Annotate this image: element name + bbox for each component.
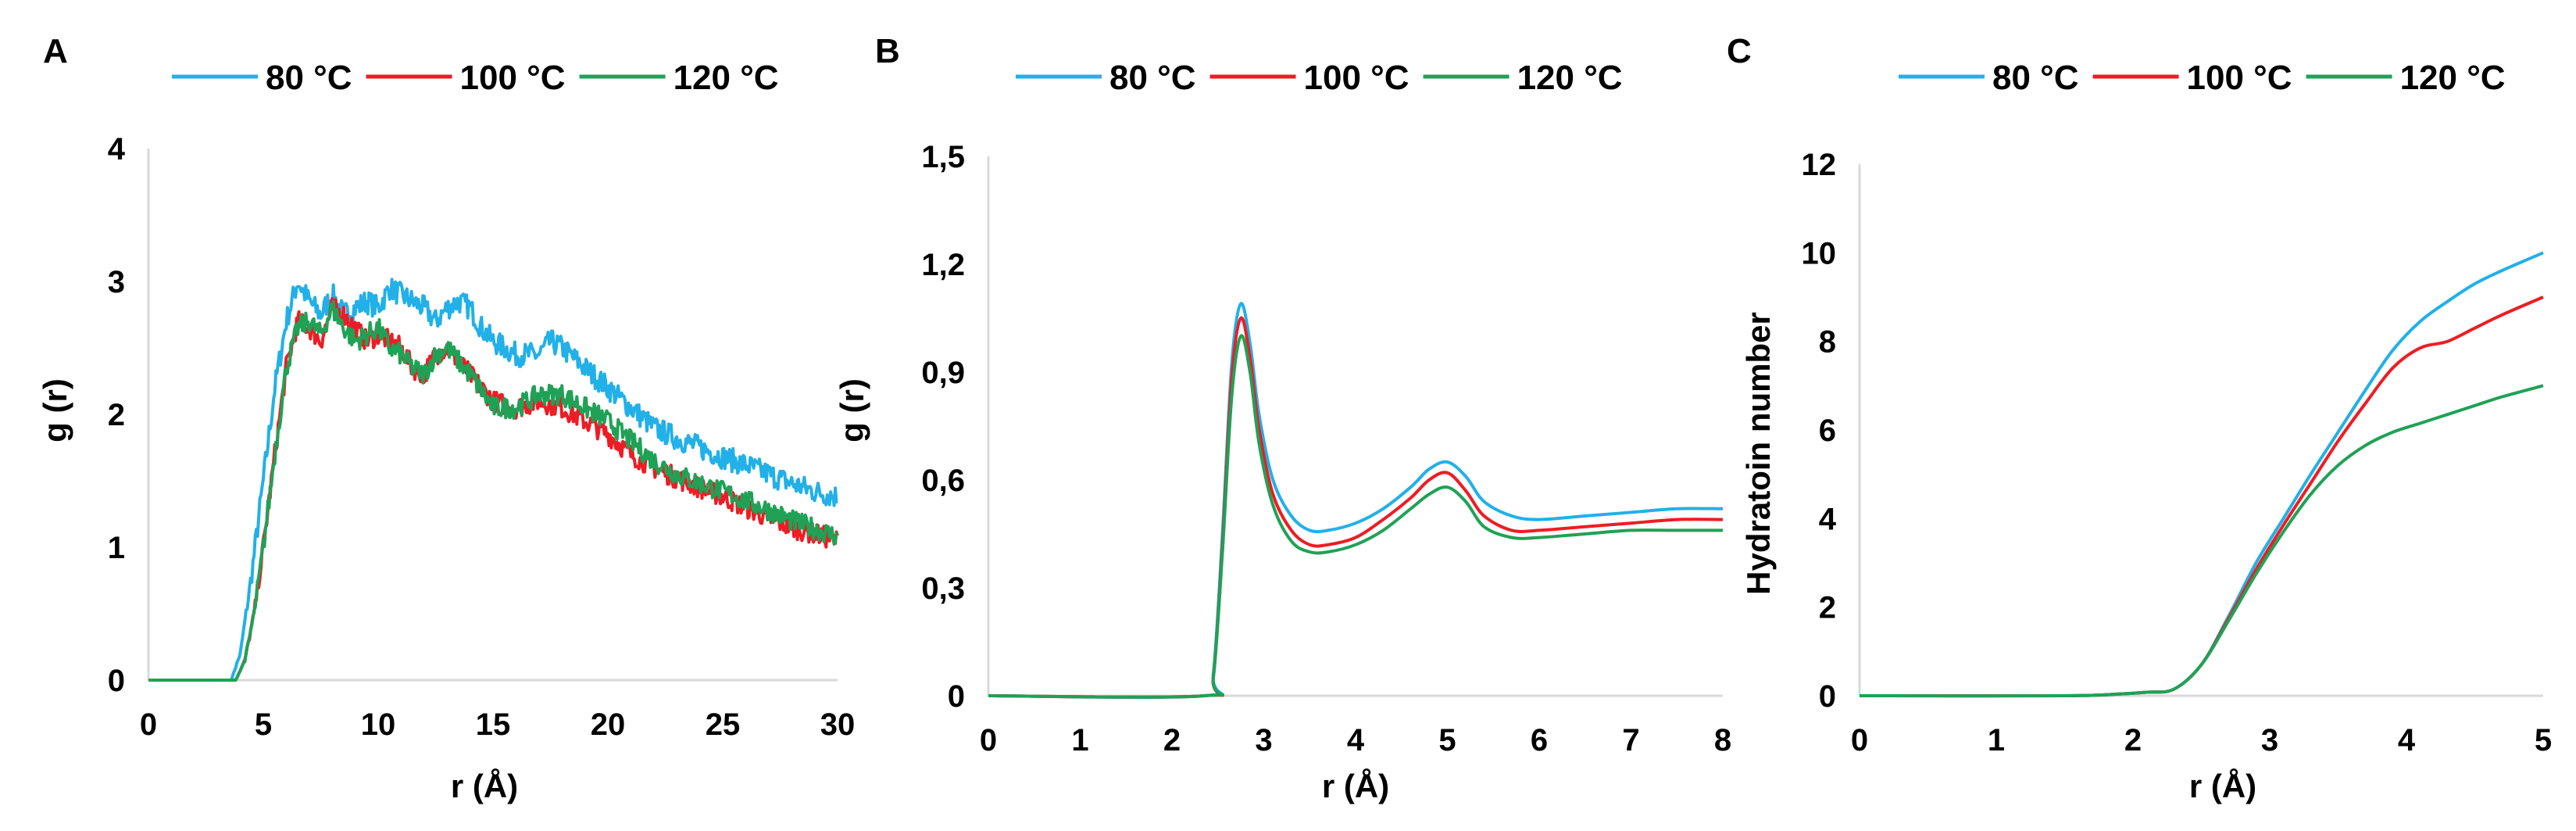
panel-c-y-axis-title: Hydratoin number xyxy=(1740,312,1777,595)
x-tick-label: 0 xyxy=(140,707,157,742)
y-tick-label: 3 xyxy=(108,265,125,299)
legend-label-100c: 100 °C xyxy=(460,59,566,97)
y-tick-label: 0 xyxy=(108,664,125,698)
y-tick-label: 12 xyxy=(1802,148,1837,182)
y-tick-label: 4 xyxy=(108,132,126,167)
panel-a-plot-area: 0 1 2 3 4 0 5 10 15 20 25 30 xyxy=(108,132,856,742)
legend-label-80c: 80 °C xyxy=(1109,59,1196,97)
series-line-100c xyxy=(988,316,1724,699)
panel-a-y-axis-title: g (r) xyxy=(37,378,73,442)
legend-label-80c: 80 °C xyxy=(1992,59,2079,97)
x-tick-label: 2 xyxy=(2124,723,2142,758)
y-tick-label: 1,2 xyxy=(921,248,965,282)
x-tick-label: 4 xyxy=(2398,723,2416,758)
panel-c-x-axis-title: r (Å) xyxy=(2189,768,2256,804)
y-tick-label: 2 xyxy=(108,398,125,432)
panel-c-legend: 80 °C 100 °C 120 °C xyxy=(1899,59,2506,97)
panel-b-legend: 80 °C 100 °C 120 °C xyxy=(1016,59,1623,97)
x-tick-label: 15 xyxy=(476,707,511,742)
x-tick-label: 6 xyxy=(1531,723,1548,758)
panel-c-letter: C xyxy=(1727,32,1752,70)
x-tick-label: 3 xyxy=(2261,723,2278,758)
panel-b-letter: B xyxy=(875,32,900,70)
x-tick-label: 5 xyxy=(255,707,272,742)
y-tick-label: 4 xyxy=(1819,502,1837,536)
x-tick-label: 7 xyxy=(1622,723,1639,758)
y-tick-label: 0,6 xyxy=(921,464,965,498)
y-tick-label: 10 xyxy=(1802,236,1837,270)
x-tick-label: 8 xyxy=(1714,723,1731,758)
series-line-80c xyxy=(1859,251,2544,698)
x-tick-label: 5 xyxy=(1438,723,1456,758)
y-tick-label: 1,5 xyxy=(921,140,965,174)
y-tick-label: 8 xyxy=(1819,325,1836,360)
legend-label-80c: 80 °C xyxy=(266,59,352,97)
panel-a: A 80 °C 100 °C 120 °C 0 1 2 3 4 0 5 10 15 20 25 30 r … xyxy=(37,32,855,804)
y-tick-label: 0 xyxy=(948,679,965,714)
panel-a-x-axis-title: r (Å) xyxy=(451,768,518,804)
series-line-80c xyxy=(988,302,1724,700)
legend-label-120c: 120 °C xyxy=(1517,59,1623,97)
panel-b-x-axis-title: r (Å) xyxy=(1322,768,1389,804)
y-tick-label: 1 xyxy=(108,531,125,565)
panel-a-letter: A xyxy=(43,32,68,70)
x-tick-label: 4 xyxy=(1347,723,1365,758)
legend-label-100c: 100 °C xyxy=(1304,59,1409,97)
y-tick-label: 0,3 xyxy=(921,571,965,606)
x-tick-label: 0 xyxy=(980,723,997,758)
x-tick-label: 0 xyxy=(1851,723,1868,758)
x-tick-label: 30 xyxy=(820,707,856,742)
x-tick-label: 25 xyxy=(706,707,741,742)
x-tick-label: 2 xyxy=(1163,723,1181,758)
legend-label-100c: 100 °C xyxy=(2187,59,2292,97)
series-line-120c xyxy=(148,300,838,682)
x-tick-label: 20 xyxy=(591,707,626,742)
x-tick-label: 5 xyxy=(2535,723,2552,758)
x-tick-label: 3 xyxy=(1255,723,1272,758)
panel-b-plot-area: 0 0,3 0,6 0,9 1,2 1,5 0 1 2 3 4 5 6 7 8 xyxy=(921,140,1731,758)
y-tick-label: 0,9 xyxy=(921,356,965,390)
x-tick-label: 1 xyxy=(1988,723,2005,758)
y-tick-label: 6 xyxy=(1819,414,1836,448)
y-tick-label: 2 xyxy=(1819,591,1836,625)
y-tick-label: 0 xyxy=(1819,679,1836,714)
panel-b: B 80 °C 100 °C 120 °C 0 0,3 0,6 0,9 1,2 1,5 0 1 2 3… xyxy=(834,32,1731,804)
x-tick-label: 1 xyxy=(1071,723,1088,758)
panel-a-legend: 80 °C 100 °C 120 °C xyxy=(172,59,779,97)
series-line-120c xyxy=(1859,384,2544,698)
x-tick-label: 10 xyxy=(361,707,396,742)
series-line-100c xyxy=(1859,296,2544,698)
series-line-120c xyxy=(988,334,1723,699)
legend-label-120c: 120 °C xyxy=(673,59,779,97)
legend-label-120c: 120 °C xyxy=(2400,59,2506,97)
series-line-80c xyxy=(148,278,838,682)
panel-b-y-axis-title: g (r) xyxy=(834,378,870,442)
